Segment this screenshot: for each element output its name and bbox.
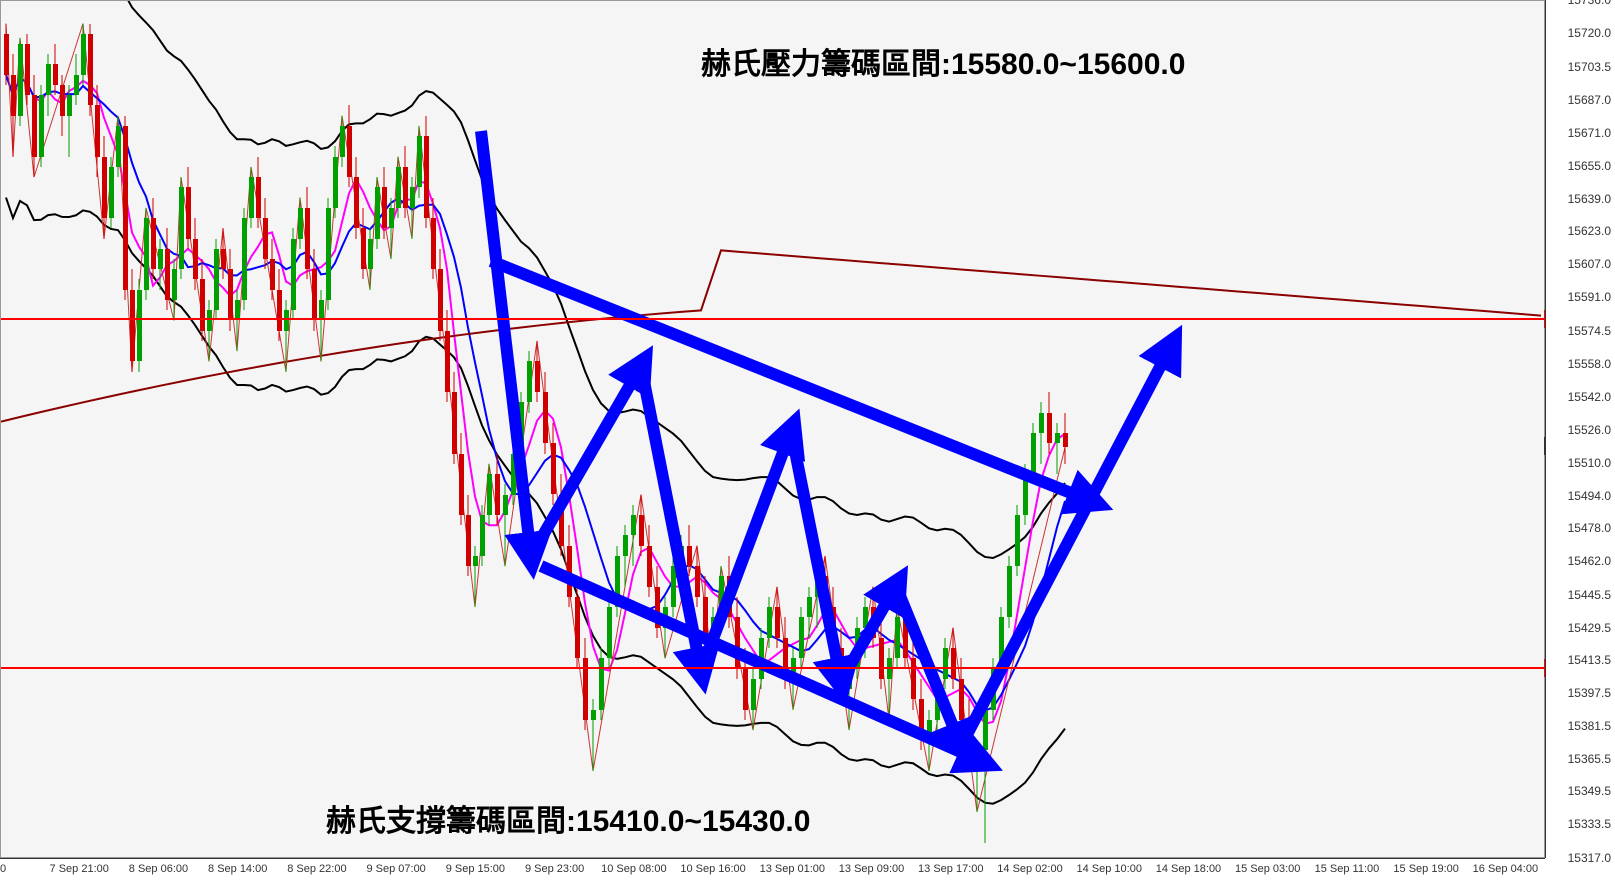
x-tick-label: 13 Sep 01:00 — [760, 863, 825, 875]
x-tick-label: 9 Sep 23:00 — [525, 863, 584, 875]
y-tick-label: 15736.0 — [1568, 0, 1611, 7]
x-axis: 00 7 Sep 21:00 8 Sep 06:00 8 Sep 14:00 8 Sep… — [0, 858, 1545, 893]
x-tick-label: 14 Sep 02:00 — [997, 863, 1062, 875]
horizontal-line — [1, 318, 1544, 320]
horizontal-line — [1, 667, 1544, 669]
chart-container: 15580.515410.3 赫氏壓力籌碼區間:15580.0~15600.0赫… — [0, 0, 1615, 893]
x-tick-label: 8 Sep 14:00 — [208, 863, 267, 875]
x-tick-label: 10 Sep 08:00 — [601, 863, 666, 875]
y-tick-label: 15429.5 — [1568, 621, 1611, 635]
y-tick-label: 15591.0 — [1568, 290, 1611, 304]
x-tick-label: 13 Sep 09:00 — [839, 863, 904, 875]
y-tick-label: 15639.0 — [1568, 192, 1611, 206]
y-tick-label: 15703.5 — [1568, 60, 1611, 74]
y-tick-label: 15349.5 — [1568, 784, 1611, 798]
y-tick-label: 15494.0 — [1568, 489, 1611, 503]
x-tick-label: 9 Sep 15:00 — [446, 863, 505, 875]
y-tick-label: 15381.5 — [1568, 719, 1611, 733]
y-tick-label: 15607.0 — [1568, 257, 1611, 271]
y-tick-label: 15445.5 — [1568, 588, 1611, 602]
y-tick-label: 15687.0 — [1568, 93, 1611, 107]
x-tick-label: 00 — [0, 863, 6, 875]
y-tick-label: 15333.5 — [1568, 817, 1611, 831]
y-tick-label: 15558.0 — [1568, 357, 1611, 371]
x-tick-label: 8 Sep 06:00 — [129, 863, 188, 875]
y-tick-label: 15655.0 — [1568, 159, 1611, 173]
x-tick-label: 10 Sep 16:00 — [680, 863, 745, 875]
y-tick-label: 15397.5 — [1568, 686, 1611, 700]
y-tick-label: 15623.0 — [1568, 224, 1611, 238]
arrows-overlay — [1, 1, 1546, 859]
x-tick-label: 15 Sep 19:00 — [1393, 863, 1458, 875]
y-tick-label: 15671.0 — [1568, 126, 1611, 140]
y-tick-label: 15413.5 — [1568, 653, 1611, 667]
annotation-text: 赫氏支撐籌碼區間:15410.0~15430.0 — [326, 796, 810, 840]
x-tick-label: 16 Sep 04:00 — [1473, 863, 1538, 875]
price-overlay — [1, 1, 1546, 859]
y-tick-label: 15720.0 — [1568, 26, 1611, 40]
y-tick-label: 15365.5 — [1568, 752, 1611, 766]
x-tick-label: 15 Sep 11:00 — [1315, 863, 1380, 875]
x-tick-label: 14 Sep 10:00 — [1076, 863, 1141, 875]
y-tick-label: 15526.0 — [1568, 423, 1611, 437]
y-tick-label: 15510.0 — [1568, 456, 1611, 470]
x-tick-label: 13 Sep 17:00 — [918, 863, 983, 875]
plot-area[interactable]: 15580.515410.3 赫氏壓力籌碼區間:15580.0~15600.0赫… — [0, 0, 1545, 858]
y-tick-label: 15462.0 — [1568, 554, 1611, 568]
x-tick-label: 7 Sep 21:00 — [50, 863, 109, 875]
annotation-text: 赫氏壓力籌碼區間:15580.0~15600.0 — [701, 39, 1185, 83]
y-tick-label: 15542.0 — [1568, 390, 1611, 404]
x-tick-label: 15 Sep 03:00 — [1235, 863, 1300, 875]
y-axis: 15317.015333.515349.515365.515381.515397… — [1545, 0, 1615, 858]
y-tick-label: 15478.0 — [1568, 521, 1611, 535]
x-tick-label: 8 Sep 22:00 — [287, 863, 346, 875]
y-tick-label: 15317.0 — [1568, 851, 1611, 865]
x-tick-label: 14 Sep 18:00 — [1156, 863, 1221, 875]
y-tick-label: 15574.5 — [1568, 324, 1611, 338]
x-tick-label: 9 Sep 07:00 — [366, 863, 425, 875]
